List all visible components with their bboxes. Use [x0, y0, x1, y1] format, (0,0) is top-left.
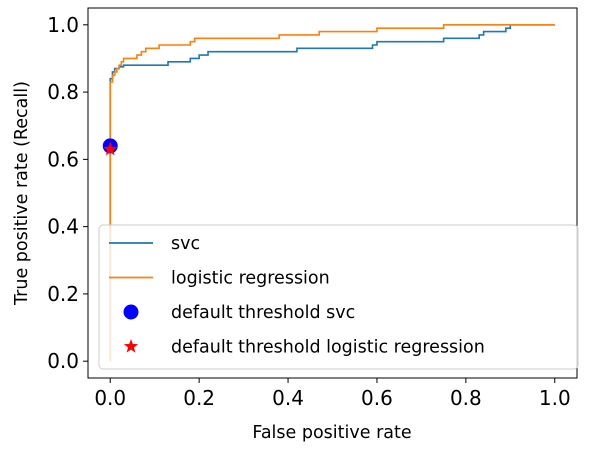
- x-tick-label: 0.0: [94, 386, 126, 410]
- legend-label: logistic regression: [171, 269, 330, 289]
- x-axis-label: False positive rate: [252, 423, 411, 443]
- legend-swatch: [123, 304, 139, 320]
- plot-frame: [87, 7, 578, 379]
- y-tick-label: 0.6: [47, 147, 79, 171]
- x-tick-label: 0.6: [361, 386, 393, 410]
- legend-label: svc: [171, 234, 200, 254]
- plot-series: [102, 24, 555, 362]
- x-axis-ticks: 0.0 0.2 0.4 0.6 0.8 1.0: [94, 378, 571, 410]
- legend-box: [98, 224, 579, 370]
- x-tick-label: 0.4: [272, 386, 304, 410]
- legend-label: default threshold svc: [171, 303, 355, 323]
- series-line-1: [109, 24, 555, 362]
- x-tick-label: 1.0: [539, 386, 571, 410]
- y-tick-label: 0.0: [47, 349, 79, 373]
- legend: svc logistic regression default threshold …: [98, 224, 579, 370]
- y-axis-label: True positive rate (Recall): [12, 81, 32, 306]
- y-tick-label: 0.2: [47, 282, 79, 306]
- x-tick-label: 0.8: [450, 386, 482, 410]
- x-tick-label: 0.2: [183, 386, 215, 410]
- legend-swatch: [123, 339, 139, 353]
- y-tick-label: 0.8: [47, 80, 79, 104]
- y-tick-label: 1.0: [47, 13, 79, 37]
- y-tick-label: 0.4: [47, 215, 79, 239]
- legend-label: default threshold logistic regression: [171, 338, 485, 358]
- logistic-threshold-marker: [103, 141, 118, 156]
- y-axis-ticks: 0.0 0.2 0.4 0.6 0.8 1.0: [47, 13, 88, 373]
